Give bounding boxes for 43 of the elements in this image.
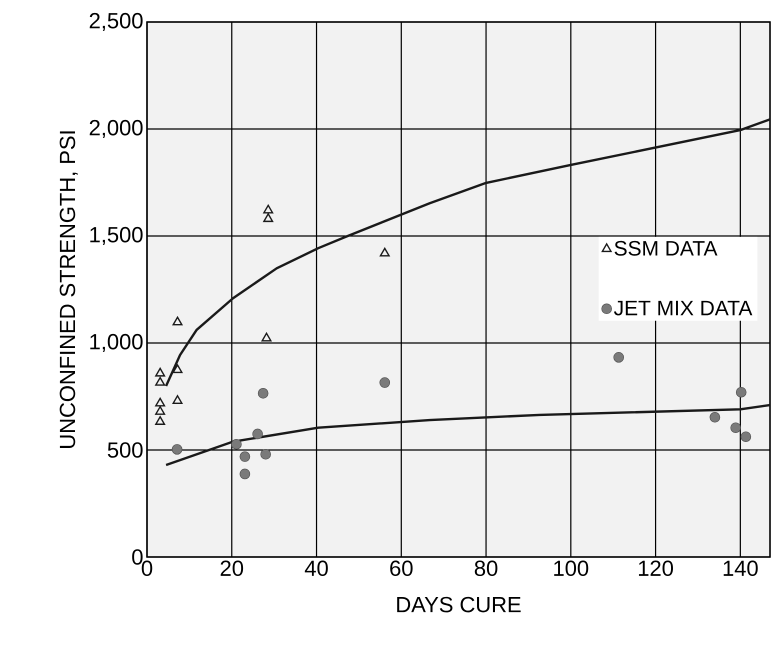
y-tick-label: 2,000 bbox=[90, 120, 143, 138]
point bbox=[155, 368, 166, 377]
y-tick-label: 1,500 bbox=[90, 226, 143, 246]
point bbox=[379, 377, 390, 388]
point bbox=[710, 412, 720, 423]
point bbox=[172, 364, 183, 374]
y-tick-label: 500 bbox=[108, 442, 143, 458]
point bbox=[240, 468, 250, 480]
y-tick-label: 0 bbox=[132, 549, 143, 565]
point bbox=[740, 431, 752, 442]
point bbox=[240, 451, 250, 462]
point bbox=[231, 438, 242, 450]
line-series bbox=[164, 404, 770, 466]
point bbox=[258, 388, 268, 399]
point bbox=[172, 444, 182, 455]
point bbox=[736, 386, 746, 398]
x-tick-label: 100 bbox=[554, 560, 588, 576]
x-tick-label: 140 bbox=[724, 560, 758, 576]
x-tick-label: 60 bbox=[390, 560, 413, 576]
x-tick-label: 120 bbox=[638, 560, 673, 576]
x-tick-label: 80 bbox=[474, 560, 498, 576]
point bbox=[172, 316, 183, 326]
point bbox=[155, 398, 166, 407]
point bbox=[155, 416, 166, 425]
point bbox=[262, 332, 272, 342]
point bbox=[172, 395, 183, 404]
x-tick-label: 40 bbox=[304, 560, 328, 576]
legend-label: JET MIX DATA bbox=[614, 300, 752, 316]
point bbox=[155, 406, 166, 415]
x-tick-label: 20 bbox=[220, 560, 244, 576]
y-tick-label: 2,500 bbox=[90, 12, 143, 32]
point bbox=[263, 204, 274, 214]
x-axis-title: DAYS CURE bbox=[397, 596, 521, 612]
point bbox=[260, 448, 271, 460]
point bbox=[155, 376, 166, 386]
point bbox=[252, 428, 263, 440]
y-tick-label: 1,000 bbox=[90, 334, 143, 352]
point bbox=[380, 248, 390, 257]
point bbox=[263, 213, 274, 222]
y-axis-title: UNCONFINED STRENGTH, PSI bbox=[60, 131, 78, 448]
legend-label: SSM DATA bbox=[614, 240, 718, 256]
point bbox=[613, 352, 624, 363]
point bbox=[730, 422, 741, 434]
